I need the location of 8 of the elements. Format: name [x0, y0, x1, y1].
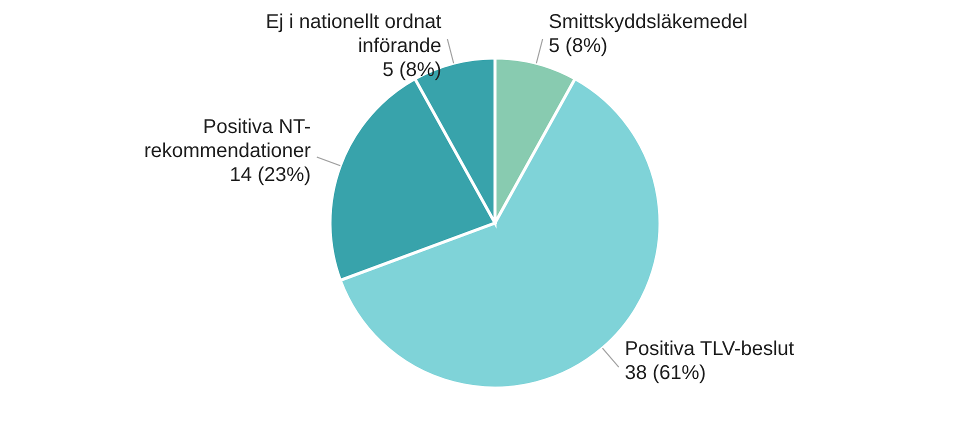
slice-label: Positiva TLV-beslut: [624, 338, 795, 360]
slice-label: Ej i nationellt ordnat införande: [266, 11, 442, 57]
slice-label: Positiva NT-rekommendationer: [144, 116, 312, 162]
data-label: 14 (23%): [230, 164, 311, 186]
data-label: 38 (61%): [624, 362, 706, 384]
data-label: 5 (8%): [548, 35, 608, 57]
data-label: 5 (8%): [382, 59, 442, 81]
slice-label: Smittskyddsläkemedel: [548, 11, 748, 33]
